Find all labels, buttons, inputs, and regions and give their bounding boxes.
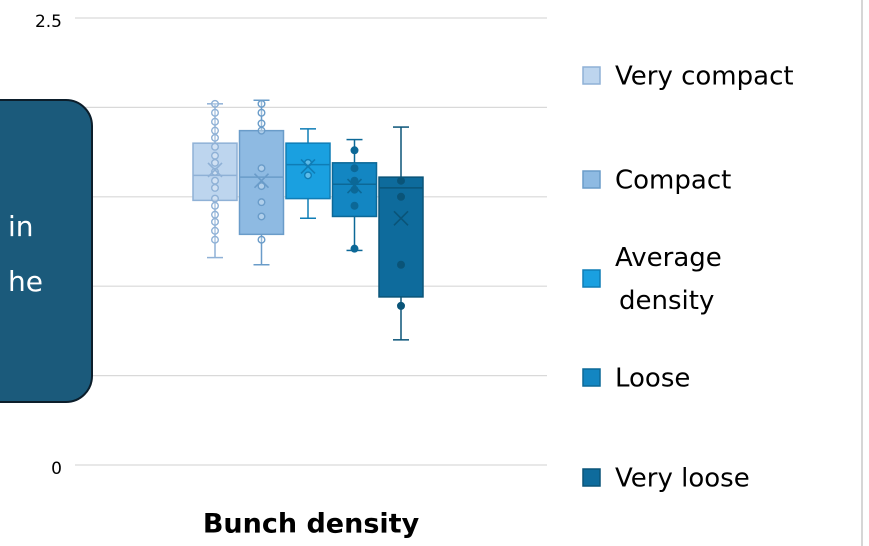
point: [350, 201, 359, 210]
point: [257, 182, 266, 191]
x-axis-title: Bunch density: [203, 509, 420, 540]
legend-label: Very loose: [615, 464, 750, 494]
point: [350, 164, 359, 173]
point: [257, 212, 266, 221]
mean-marker: [207, 162, 223, 178]
point: [210, 142, 219, 151]
point: [350, 146, 359, 155]
box-group: [285, 128, 331, 220]
point: [350, 176, 359, 185]
point: [257, 164, 266, 173]
point: [210, 151, 219, 160]
point: [210, 176, 219, 185]
point: [210, 108, 219, 117]
y-tick-label: 0: [51, 459, 62, 479]
point: [257, 108, 266, 117]
point: [210, 210, 219, 219]
point: [210, 126, 219, 135]
legend-swatch: [582, 170, 601, 189]
point: [257, 198, 266, 207]
point: [257, 99, 266, 108]
callout-text: he: [8, 265, 43, 298]
legend-label: Compact: [615, 166, 731, 196]
point: [257, 126, 266, 135]
point: [210, 117, 219, 126]
point: [397, 192, 406, 201]
y-tick-label: 2.5: [35, 12, 62, 32]
legend-label: Average density: [615, 243, 730, 316]
point: [397, 301, 406, 310]
point: [350, 244, 359, 253]
mean-marker: [346, 178, 363, 194]
point: [210, 217, 219, 226]
box-group: [378, 126, 424, 341]
point: [210, 183, 219, 192]
mean-marker: [300, 158, 316, 174]
legend-swatch: [582, 368, 601, 387]
point: [257, 235, 266, 244]
point: [210, 235, 219, 244]
point: [210, 99, 219, 108]
plot-area: 00.511.522.5: [35, 12, 547, 479]
box-group: [331, 138, 378, 253]
legend-swatch: [582, 269, 601, 288]
legend-swatch: [582, 468, 601, 487]
box: [285, 142, 331, 200]
point: [210, 194, 219, 203]
mean-marker: [253, 173, 270, 189]
point: [397, 176, 406, 185]
point: [210, 226, 219, 235]
point: [210, 133, 219, 142]
point: [397, 260, 406, 269]
point: [210, 158, 219, 167]
box-group: [238, 99, 285, 266]
callout-box: [0, 99, 93, 403]
point: [257, 119, 266, 128]
point: [210, 167, 219, 176]
callout: in he: [0, 99, 93, 403]
legend-swatch: [582, 66, 601, 85]
callout-text: in: [8, 210, 34, 243]
point: [304, 171, 313, 180]
mean-marker: [393, 210, 409, 226]
legend-label: Very compact: [615, 62, 794, 92]
box-group: [192, 99, 238, 259]
legend-label: Loose: [615, 364, 690, 394]
point: [210, 201, 219, 210]
